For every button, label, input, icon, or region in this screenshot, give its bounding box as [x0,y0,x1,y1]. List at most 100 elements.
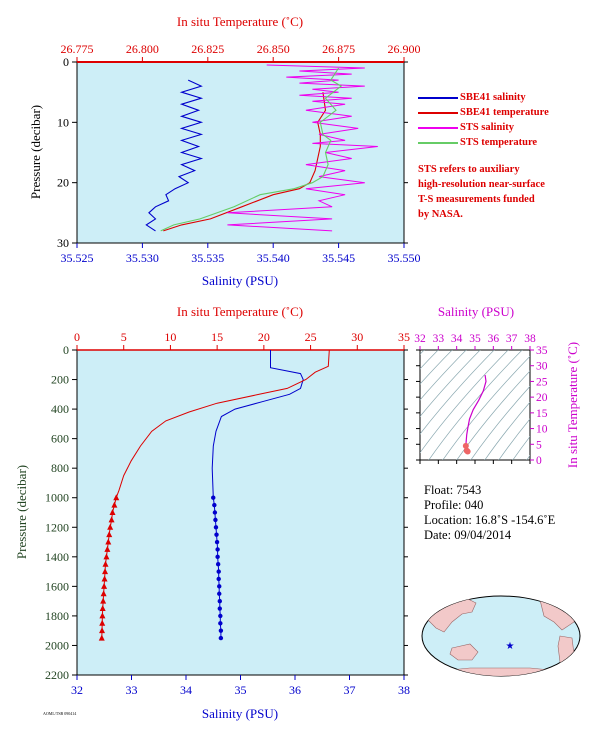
salinity-point [211,495,216,500]
top-series-line-sbe41-temperature [163,92,327,232]
temperature-point [102,560,109,567]
sts-note: STS refers to auxiliary high-resolution … [418,162,545,222]
salinity-tick-label: 37 [344,683,356,697]
salinity-point [217,584,222,589]
pressure-tick-label: 1000 [45,491,69,505]
temperature-point [99,619,106,626]
pressure-tick-label: 200 [51,373,69,387]
temperature-point [98,634,105,641]
float-location-marker: ★ [506,641,515,652]
bottom-pressure-axis-title: Pressure (decibar) [14,465,29,559]
salinity-point [218,628,224,633]
density-contour [498,418,530,460]
temperature-point [100,597,107,604]
ts-salinity-tick-label: 35 [469,333,481,345]
ts-temperature-tick-label: 30 [536,361,548,373]
salinity-point [217,606,222,611]
pressure-tick-label: 1400 [45,550,69,564]
salinity-point [214,539,220,545]
salinity-point [218,613,223,619]
bottom-axes-ticks: 0 5 10 15 20 25 30 35 32 33 34 35 36 37 38 0 200 400 600 80… [45,330,410,697]
temperature-tick-label: 26.900 [388,42,421,56]
ts-salinity-tick-label: 34 [451,333,463,345]
ts-temperature-tick-label: 15 [536,408,548,420]
salinity-tick-label: 32 [71,683,83,697]
bottom-plot-area [76,349,405,676]
float-id: Float: 7543 [424,483,482,497]
pressure-tick-label: 10 [57,115,69,129]
temperature-point [111,501,118,508]
density-contour [456,370,530,460]
top-series-group [145,64,378,232]
top-salinity-axis-title: Salinity (PSU) [202,273,278,288]
pressure-tick-label: 400 [51,402,69,416]
density-contour [420,350,439,370]
ts-temperature-axis-title: In situ Temperature (˚C) [565,342,580,468]
salinity-tick-label: 35.525 [61,251,94,265]
density-contour [428,350,523,460]
world-map: ★ [421,595,581,677]
top-series-line-sbe41-salinity [145,79,204,232]
pressure-tick-label: 0 [63,343,69,357]
salinity-point [214,532,219,537]
legend-swatch [418,127,458,129]
ts-salinity-tick-label: 33 [433,333,445,345]
top-series-line-sts-salinity [227,64,378,232]
note-line: T-S measurements funded [418,194,535,205]
top-axes-ticks: 26.775 26.800 26.825 26.850 26.875 26.900 35.5… [57,42,421,265]
density-contour [420,350,453,385]
map-land-antarctica [429,667,571,676]
bottom-temperature-axis-title: In situ Temperature (˚C) [177,304,303,319]
salinity-point [215,547,220,552]
profile-number: Profile: 040 [424,498,484,512]
footer-code: AOML/TSB 090414 [43,711,77,716]
ts-temperature-tick-label: 0 [536,455,542,467]
float-location: Location: 16.8˚S -154.6˚E [424,513,556,527]
temperature-tick-label: 20 [258,330,270,344]
ts-temperature-tick-label: 35 [536,345,548,357]
density-contour [470,385,530,460]
salinity-point [212,502,217,508]
temperature-tick-label: 30 [351,330,363,344]
density-contour [512,436,530,460]
salinity-point [213,525,219,530]
top-temperature-axis-title: In situ Temperature (˚C) [177,14,303,29]
temperature-tick-label: 26.775 [61,42,94,56]
salinity-point [218,635,224,641]
ts-series-group [462,375,487,455]
salinity-point [215,562,221,567]
temperature-point [102,568,109,575]
density-contour [420,350,467,401]
ts-salinity-tick-label: 32 [414,333,426,345]
temperature-point [108,516,115,523]
temperature-profile-line [101,350,330,639]
pressure-tick-label: 800 [51,461,69,475]
ts-diagram-panel: Salinity (PSU) In situ Temperature (˚C) … [414,304,580,468]
ts-temperature-tick-label: 5 [536,439,542,451]
top-plot-area [76,61,405,244]
ts-temperature-tick-label: 20 [536,392,548,404]
ts-temperature-tick-label: 10 [536,424,548,436]
map-land-south-america [557,635,575,671]
temperature-tick-label: 26.800 [126,42,159,56]
pressure-tick-label: 600 [51,432,69,446]
legend-label: SBE41 temperature [460,107,549,118]
legend-label: STS temperature [460,137,538,148]
temperature-point [99,627,106,634]
temperature-point [101,582,108,589]
note-line: high-resolution near-surface [418,179,545,190]
salinity-tick-label: 38 [398,683,410,697]
bottom-panel: In situ Temperature (˚C) Salinity (PSU) … [14,304,410,721]
temperature-point [109,509,116,515]
float-info: Float: 7543 Profile: 040 Location: 16.8˚… [424,483,555,543]
note-line: STS refers to auxiliary [418,164,520,175]
ts-temperature-tick-label: 25 [536,376,548,388]
temperature-point [107,523,114,530]
temperature-tick-label: 26.875 [322,42,355,56]
temperature-point [101,575,108,582]
temperature-point [104,545,111,552]
density-contour [420,350,481,418]
temperature-point [105,538,112,545]
temperature-tick-label: 5 [121,330,127,344]
